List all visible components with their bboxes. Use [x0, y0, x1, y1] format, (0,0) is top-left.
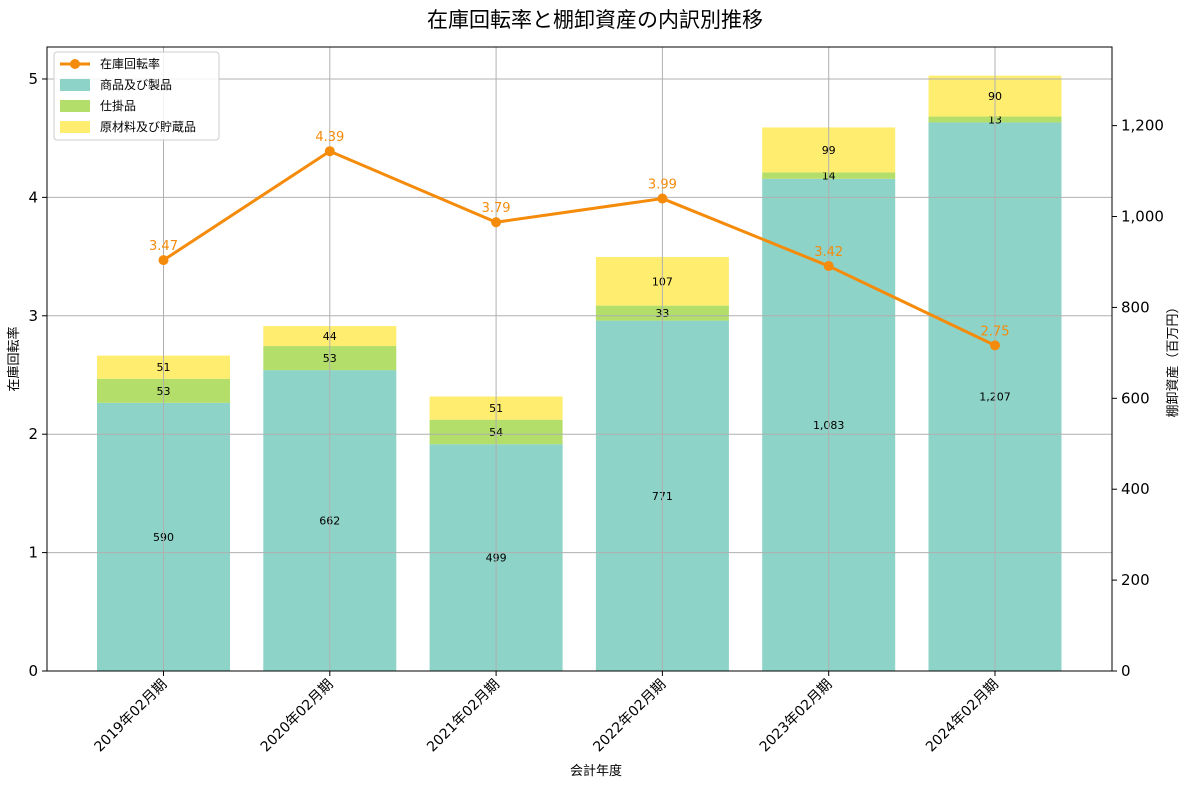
- x-tick-label: 2021年02月期: [424, 677, 503, 756]
- plot-frame: [46, 46, 1113, 672]
- line-layer: 3.47 4.39 3.79 3.99 3.42 2.75: [149, 130, 1010, 351]
- turnover-point: [990, 340, 1000, 351]
- turnover-point: [823, 261, 834, 272]
- legend-label: 商品及び製品: [100, 77, 172, 92]
- left-tick-label: 4: [28, 188, 38, 206]
- right-tick-label: 600: [1121, 389, 1150, 407]
- turnover-point: [657, 193, 668, 204]
- legend-label: 在庫回転率: [100, 56, 160, 71]
- chart-title: 在庫回転率と棚卸資産の内訳別推移: [427, 8, 763, 32]
- bars-layer: 590535166253444995451771331071,08314991,…: [97, 75, 1062, 672]
- x-tick-label: 2020年02月期: [258, 677, 337, 756]
- legend-box: [53, 51, 220, 141]
- turnover-value-label: 3.99: [648, 178, 677, 193]
- turnover-line: [162, 149, 996, 347]
- left-tick-label: 2: [28, 425, 38, 443]
- right-tick-label: 1,200: [1121, 117, 1164, 135]
- left-tick-label: 1: [28, 544, 38, 562]
- turnover-point: [158, 255, 169, 266]
- x-tick-label: 2023年02月期: [757, 677, 836, 756]
- legend-label: 仕掛品: [100, 98, 136, 113]
- x-tick-label: 2022年02月期: [590, 677, 669, 756]
- x-axis-label: 会計年度: [570, 763, 622, 779]
- right-tick-label: 400: [1121, 480, 1150, 498]
- right-tick-label: 0: [1121, 662, 1131, 680]
- y-axis-label-left: 在庫回転率: [6, 326, 22, 391]
- turnover-value-label: 2.75: [981, 324, 1010, 339]
- legend-swatch: [60, 121, 90, 133]
- legend-label: 原材料及び貯蔵品: [100, 120, 196, 134]
- turnover-point: [491, 217, 502, 228]
- legend-line-marker: [70, 59, 80, 69]
- legend-swatch: [60, 79, 90, 91]
- turnover-point: [324, 146, 335, 157]
- right-tick-label: 800: [1121, 298, 1150, 316]
- turnover-value-label: 3.42: [814, 245, 843, 260]
- y-axis-label-right: 棚卸資産（百万円）: [1165, 300, 1181, 417]
- legend-swatch: [60, 100, 90, 112]
- x-tick-label: 2024年02月期: [923, 677, 1002, 756]
- left-tick-label: 3: [28, 307, 38, 325]
- turnover-value-label: 3.47: [149, 239, 178, 254]
- x-tick-label: 2019年02月期: [92, 677, 171, 756]
- right-tick-label: 200: [1121, 571, 1150, 589]
- left-tick-label: 0: [28, 662, 38, 680]
- right-tick-label: 1,000: [1121, 208, 1164, 226]
- turnover-value-label: 3.79: [482, 201, 511, 216]
- left-tick-label: 5: [28, 70, 38, 88]
- turnover-value-label: 4.39: [315, 130, 344, 145]
